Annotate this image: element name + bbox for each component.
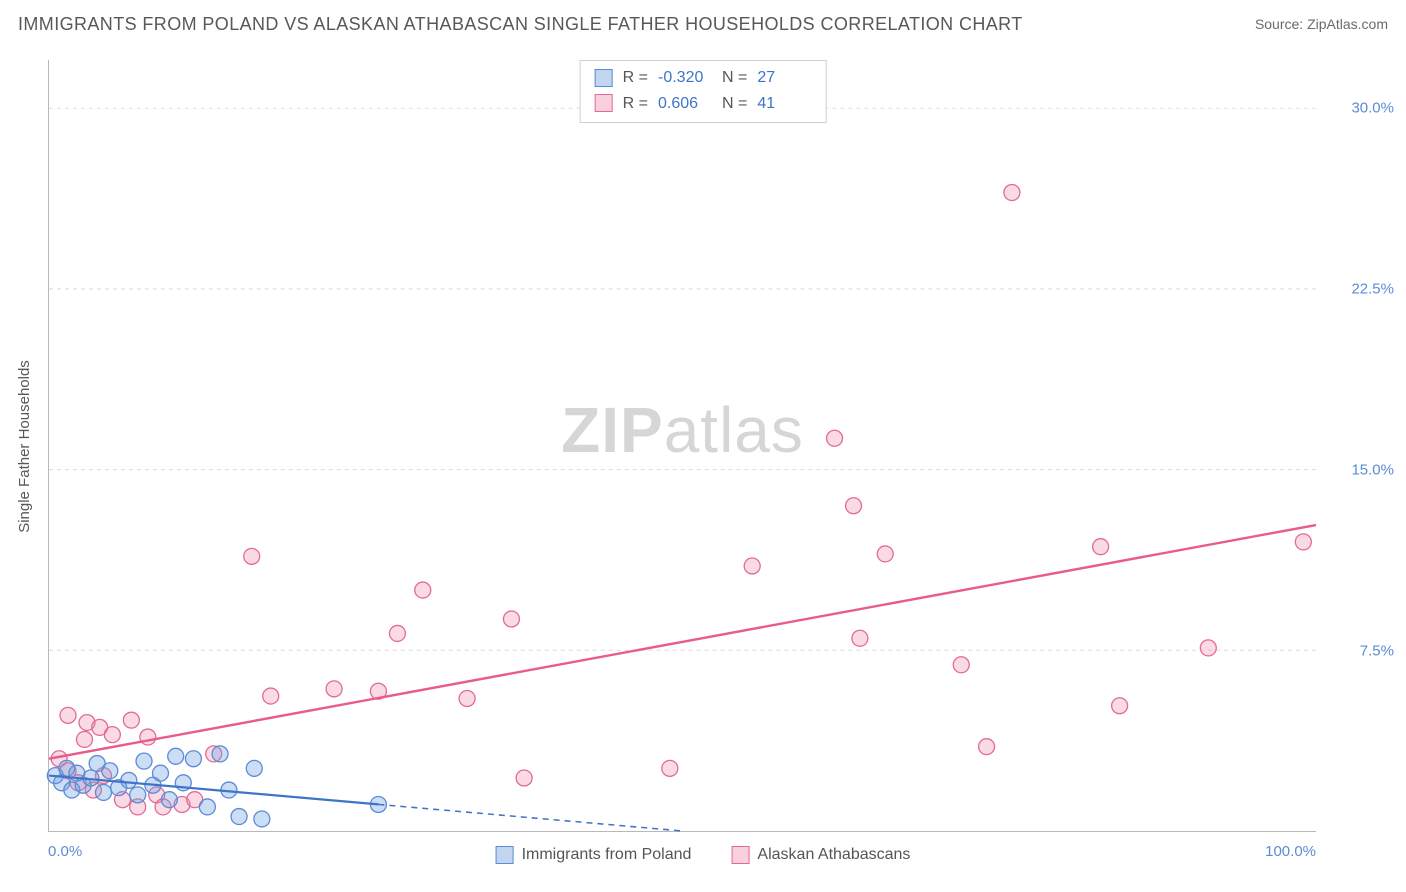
trend-line	[49, 525, 1316, 759]
x-tick-max: 100.0%	[1265, 843, 1316, 860]
scatter-point	[136, 753, 152, 769]
r-label: R =	[623, 65, 648, 91]
scatter-point	[153, 765, 169, 781]
swatch-blue-icon	[496, 846, 514, 864]
scatter-point	[744, 558, 760, 574]
scatter-point	[516, 770, 532, 786]
n-label: N =	[722, 91, 747, 117]
scatter-point	[76, 731, 92, 747]
scatter-point	[1295, 534, 1311, 550]
r-value-athabascan: 0.606	[658, 91, 712, 117]
y-tick: 7.5%	[1360, 643, 1394, 660]
swatch-blue-icon	[595, 69, 613, 87]
scatter-point	[979, 739, 995, 755]
y-axis-label-wrap: Single Father Households	[10, 60, 38, 832]
plot-area: ZIPatlas	[48, 60, 1316, 832]
source-attribution: Source: ZipAtlas.com	[1255, 16, 1388, 32]
scatter-point	[415, 582, 431, 598]
scatter-point	[212, 746, 228, 762]
scatter-point	[168, 748, 184, 764]
scatter-point	[244, 548, 260, 564]
scatter-point	[846, 498, 862, 514]
y-tick: 15.0%	[1351, 462, 1394, 479]
legend-label-athabascan: Alaskan Athabascans	[757, 846, 910, 864]
scatter-point	[123, 712, 139, 728]
scatter-point	[102, 763, 118, 779]
y-axis-label: Single Father Households	[16, 360, 33, 533]
trend-line-dashed	[378, 804, 682, 831]
scatter-point	[121, 772, 137, 788]
n-label: N =	[722, 65, 747, 91]
legend-item-poland: Immigrants from Poland	[496, 846, 692, 864]
scatter-point	[459, 690, 475, 706]
scatter-point	[246, 760, 262, 776]
scatter-point	[130, 787, 146, 803]
chart-header: IMMIGRANTS FROM POLAND VS ALASKAN ATHABA…	[0, 0, 1406, 48]
r-value-poland: -0.320	[658, 65, 712, 91]
scatter-point	[389, 625, 405, 641]
stat-row-poland: R = -0.320 N = 27	[595, 65, 812, 91]
scatter-point	[953, 657, 969, 673]
plot-svg	[49, 60, 1316, 831]
y-tick: 30.0%	[1351, 100, 1394, 117]
chart-title: IMMIGRANTS FROM POLAND VS ALASKAN ATHABA…	[18, 14, 1023, 35]
scatter-point	[104, 727, 120, 743]
scatter-point	[95, 784, 111, 800]
scatter-point	[263, 688, 279, 704]
scatter-point	[1004, 185, 1020, 201]
scatter-point	[1093, 539, 1109, 555]
scatter-point	[877, 546, 893, 562]
x-tick-min: 0.0%	[48, 843, 82, 860]
scatter-point	[60, 707, 76, 723]
n-value-poland: 27	[757, 65, 811, 91]
scatter-point	[662, 760, 678, 776]
scatter-point	[199, 799, 215, 815]
n-value-athabascan: 41	[757, 91, 811, 117]
series-legend: Immigrants from Poland Alaskan Athabasca…	[496, 846, 911, 864]
stat-row-athabascan: R = 0.606 N = 41	[595, 91, 812, 117]
scatter-point	[827, 430, 843, 446]
scatter-point	[231, 809, 247, 825]
scatter-point	[326, 681, 342, 697]
scatter-point	[1112, 698, 1128, 714]
legend-label-poland: Immigrants from Poland	[522, 846, 692, 864]
scatter-point	[1200, 640, 1216, 656]
scatter-point	[503, 611, 519, 627]
scatter-point	[185, 751, 201, 767]
scatter-point	[254, 811, 270, 827]
scatter-point	[852, 630, 868, 646]
stat-legend: R = -0.320 N = 27 R = 0.606 N = 41	[580, 60, 827, 123]
scatter-point	[161, 792, 177, 808]
legend-item-athabascan: Alaskan Athabascans	[731, 846, 910, 864]
swatch-pink-icon	[731, 846, 749, 864]
swatch-pink-icon	[595, 94, 613, 112]
y-tick: 22.5%	[1351, 281, 1394, 298]
r-label: R =	[623, 91, 648, 117]
